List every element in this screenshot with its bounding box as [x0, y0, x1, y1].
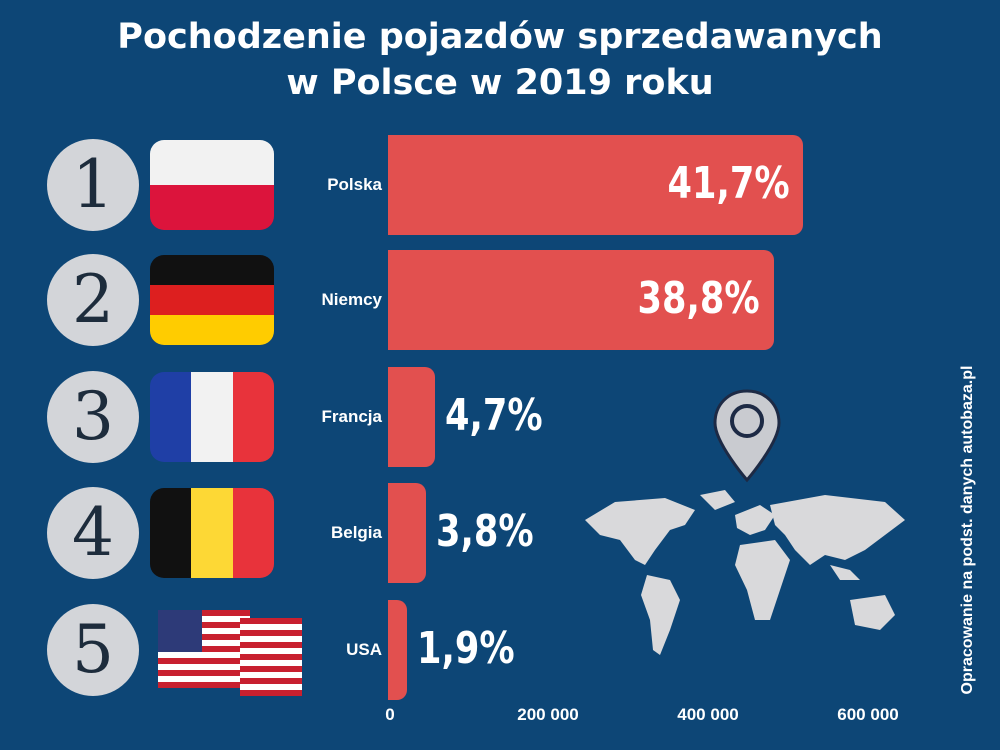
rank-badge: 4: [47, 487, 139, 579]
data-label: 3,8%: [436, 506, 535, 557]
x-tick-label: 0: [385, 705, 395, 724]
bar-francja: [388, 367, 436, 467]
source-note: Opracowanie na podst. danych autobaza.pl: [959, 365, 976, 695]
x-tick-label: 600 000: [837, 705, 899, 724]
bar-belgia: [388, 483, 427, 583]
flag-belgia: [150, 488, 274, 578]
bar-niemcy: [388, 250, 774, 350]
category-label: Belgia: [330, 523, 382, 542]
category-label: Niemcy: [321, 290, 382, 309]
title-line-2: w Polsce w 2019 roku: [286, 63, 714, 103]
category-label: Polska: [327, 175, 382, 194]
rank-badge: 2: [47, 254, 139, 346]
category-label: Francja: [321, 407, 382, 426]
flag-polska: [150, 140, 274, 230]
rank-badge: 5: [47, 604, 139, 696]
x-tick-label: 400 000: [677, 705, 739, 724]
data-label: 38,8%: [637, 273, 760, 324]
flag-usa: [150, 605, 302, 696]
location-pin-icon: [713, 389, 781, 483]
data-label: 4,7%: [445, 390, 543, 441]
rank-badge: 1: [47, 139, 139, 231]
bar-polska: [388, 135, 804, 235]
category-label: USA: [346, 640, 382, 659]
bar-usa: [388, 600, 408, 700]
data-label: 41,7%: [667, 158, 790, 209]
world-map-icon: [585, 490, 905, 655]
chart-title: Pochodzenie pojazdów sprzedawanych w Pol…: [0, 14, 1000, 106]
data-label: 1,9%: [417, 623, 515, 674]
flag-francja: [150, 372, 274, 462]
title-line-1: Pochodzenie pojazdów sprzedawanych: [117, 17, 883, 57]
flag-niemcy: [150, 255, 274, 345]
x-tick-label: 200 000: [517, 705, 579, 724]
rank-badge: 3: [47, 371, 139, 463]
